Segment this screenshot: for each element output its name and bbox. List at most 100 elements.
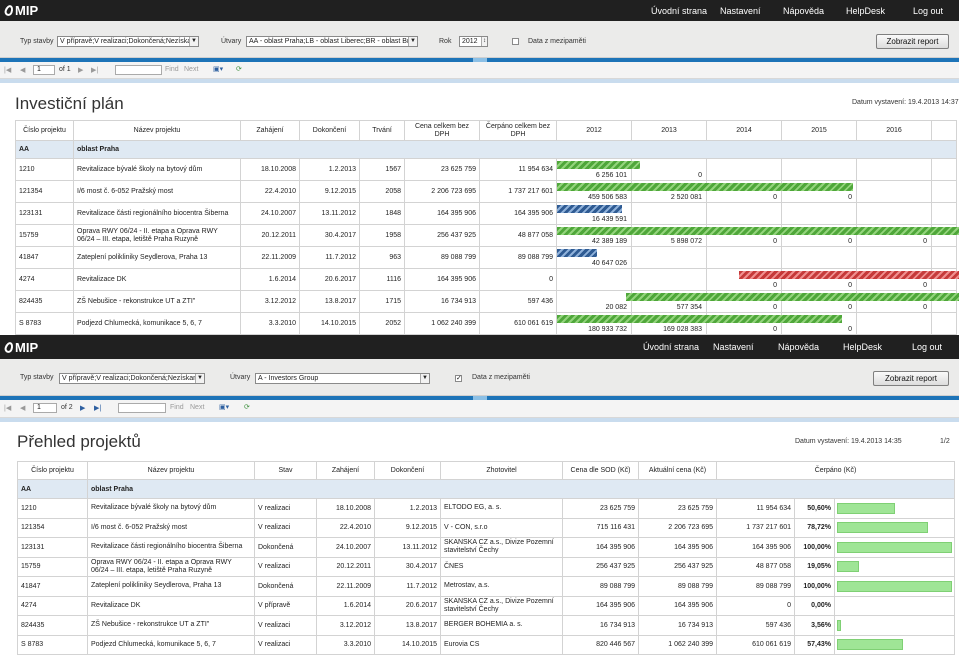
column-header: 2012 [556, 120, 632, 141]
start-date: 20.12.2011 [240, 224, 300, 247]
find-link[interactable]: Find [165, 66, 179, 73]
table-row[interactable]: 41847 Zateplení polikliniky Seydlerova, P… [17, 576, 956, 597]
nav-helpdesk[interactable]: HelpDesk [843, 342, 883, 352]
end-date: 9.12.2015 [299, 180, 360, 203]
spent-amount: 11 954 634 [716, 498, 795, 519]
find-input[interactable] [115, 65, 162, 75]
project-id: 15759 [15, 224, 74, 247]
prev-page-icon[interactable]: ◀ [20, 67, 26, 74]
project-name: Oprava RWY 06/24 - II. etapa a Oprava RW… [87, 556, 255, 577]
table-row[interactable]: 4274 Revitalizace DK V přípravě 1.6.2014 20.… [17, 595, 956, 616]
table-row[interactable]: 1210 Revitalizace bývalé školy na bytový … [17, 498, 956, 519]
collapse-handle[interactable] [472, 396, 487, 400]
nav-help[interactable]: Nápověda [778, 342, 820, 352]
table-row[interactable]: 824435 ZŠ Nebušice - rekonstrukce UT a ZT… [15, 290, 959, 313]
table-row[interactable]: S 8783 Podjezd Chlumecká, komunikace 5, 6… [17, 634, 956, 655]
nav-home[interactable]: Úvodní strana [643, 342, 700, 352]
table-row[interactable]: 824435 ZŠ Nebušice - rekonstrukce UT a ZT… [17, 615, 956, 636]
project-name: Revitalizace části regionálního biocentr… [87, 537, 255, 558]
nav-helpdesk[interactable]: HelpDesk [846, 5, 886, 16]
timeline-cell-extra [931, 158, 957, 181]
collapse-handle[interactable] [472, 58, 487, 62]
sod-price: 256 437 925 [562, 556, 639, 577]
last-page-icon[interactable]: ▶| [91, 67, 99, 74]
typ-select[interactable]: V přípravě;V realizaci;Dokončená;Nezíska… [57, 36, 199, 47]
show-report-button[interactable]: Zobrazit report [873, 371, 949, 386]
nav-help[interactable]: Nápověda [783, 5, 825, 16]
nav-logout[interactable]: Log out [913, 5, 944, 16]
mip-logo: MIP [0, 340, 38, 355]
progress-bar [837, 541, 953, 553]
column-header-extra [931, 120, 957, 141]
splitter-bar[interactable] [0, 58, 959, 62]
end-date: 13.11.2012 [299, 202, 360, 225]
column-header: Cena dle SOD (Kč) [562, 461, 639, 480]
next-page-icon[interactable]: ▶ [80, 405, 86, 412]
first-page-icon[interactable]: |◀ [4, 405, 12, 412]
next-link[interactable]: Next [190, 404, 205, 411]
sod-price: 164 395 906 [562, 595, 639, 616]
cache-checkbox[interactable] [512, 38, 519, 45]
year-value: 6 256 101 [595, 172, 627, 179]
nav-settings[interactable]: Nastavení [713, 342, 754, 352]
utvary-select[interactable]: A - Investors Group ▼ [255, 373, 430, 384]
last-page-icon[interactable]: ▶| [94, 405, 102, 412]
chevron-down-icon: ▼ [195, 374, 204, 383]
nav-home[interactable]: Úvodní strana [651, 5, 708, 16]
bottom-filter-bar: Typ stavby V přípravě;V realizaci;Dokonč… [0, 359, 959, 396]
rok-value: 2012 [462, 38, 478, 45]
column-header: Číslo projektu [15, 120, 74, 141]
refresh-icon[interactable]: ⟳ [244, 404, 250, 411]
duration: 1116 [359, 268, 405, 291]
spent-percent: 100,00% [794, 576, 835, 597]
timeline-cell-2016 [856, 202, 932, 225]
year-value: 180 933 732 [588, 326, 627, 333]
show-report-button[interactable]: Zobrazit report [876, 34, 949, 49]
next-page-icon[interactable]: ▶ [78, 67, 84, 74]
end-date: 20.6.2017 [374, 595, 441, 616]
nav-logout[interactable]: Log out [912, 342, 943, 352]
table-row[interactable]: 123131 Revitalizace části regionálního bi… [17, 537, 956, 558]
project-id: 121354 [17, 517, 88, 538]
table-row[interactable]: S 8783 Podjezd Chlumecká, komunikace 5, 6… [15, 312, 957, 335]
export-icon[interactable]: ▣▾ [213, 66, 224, 73]
start-date: 18.10.2008 [316, 498, 375, 519]
year-value: 20 082 [605, 304, 627, 311]
prev-page-icon[interactable]: ◀ [20, 405, 26, 412]
rok-stepper[interactable]: 2012 ↕ [459, 36, 488, 47]
timeline-cell-2013: 0 [631, 158, 707, 181]
timeline-cell-2016 [856, 246, 932, 269]
typ-select[interactable]: V přípravě;V realizaci;Dokončená;Nezíska… [59, 373, 205, 384]
page-input[interactable]: 1 [33, 65, 55, 75]
find-link[interactable]: Find [170, 404, 184, 411]
year-value: 0 [848, 194, 852, 201]
table-row[interactable]: 41847 Zateplení polikliniky Seydlerova, P… [15, 246, 957, 269]
table-row[interactable]: 4274 Revitalizace DK 1.6.2014 20.6.2017 1116… [15, 268, 959, 291]
utvary-select[interactable]: AA - oblast Praha;LB - oblast Liberec;BR… [246, 36, 418, 47]
splitter-bar[interactable] [0, 396, 959, 400]
nav-settings[interactable]: Nastavení [720, 5, 761, 16]
table-row[interactable]: 15759 Oprava RWY 06/24 - II. etapa a Opra… [17, 556, 956, 577]
first-page-icon[interactable]: |◀ [4, 67, 12, 74]
table-row[interactable]: 121354 I/6 most č. 6-052 Pražský most 22.4… [15, 180, 957, 203]
refresh-icon[interactable]: ⟳ [236, 66, 242, 73]
spent-bar-cell [833, 634, 956, 655]
contractor: SKANSKA CZ a.s., Divize Pozemní stavitel… [440, 595, 563, 616]
spent-amount: 610 061 619 [716, 634, 795, 655]
next-link[interactable]: Next [184, 66, 199, 73]
find-input[interactable] [118, 403, 166, 413]
export-icon[interactable]: ▣▾ [219, 404, 230, 411]
sod-price: 23 625 759 [562, 498, 639, 519]
spent-amount: 597 436 [716, 615, 795, 636]
table-row[interactable]: 121354 I/6 most č. 6-052 Pražský most V re… [17, 517, 956, 538]
table-row[interactable]: 1210 Revitalizace bývalé školy na bytový … [15, 158, 957, 181]
table-row[interactable]: 123131 Revitalizace části regionálního bi… [15, 202, 957, 225]
group-row: AA oblast Praha [17, 479, 956, 499]
total-price: 89 088 799 [404, 246, 480, 269]
cache-checkbox[interactable]: ✓ [455, 375, 462, 382]
column-header: Dokončení [299, 120, 360, 141]
table-row[interactable]: 15759 Oprava RWY 06/24 - II. etapa a Opra… [15, 224, 959, 247]
spent-total: 1 737 217 601 [479, 180, 557, 203]
project-id: 41847 [17, 576, 88, 597]
page-input[interactable]: 1 [33, 403, 57, 413]
